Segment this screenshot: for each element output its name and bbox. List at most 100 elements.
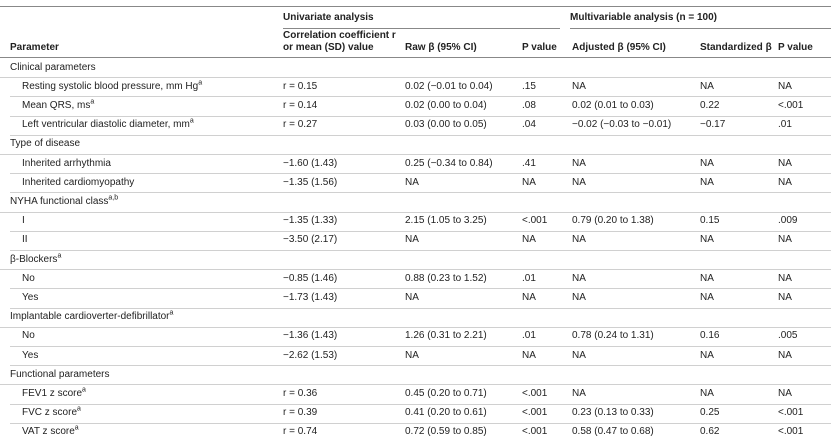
cell: .41 bbox=[522, 157, 536, 169]
row-rule bbox=[0, 269, 831, 271]
cell: .04 bbox=[522, 119, 536, 131]
footnote-mark: a bbox=[77, 405, 81, 413]
label-text: I bbox=[22, 215, 25, 227]
column-header: Correlation coefficient r bbox=[283, 30, 396, 41]
cell: NA bbox=[572, 80, 586, 92]
cell: NA bbox=[572, 272, 586, 284]
cell: NA bbox=[700, 176, 714, 188]
cell: −0.85 (1.46) bbox=[283, 272, 338, 284]
label-text: Left ventricular diastolic diameter, mm bbox=[22, 119, 190, 131]
row-rule bbox=[10, 192, 831, 194]
cell: NA bbox=[572, 176, 586, 188]
column-header: Adjusted β (95% CI) bbox=[572, 42, 666, 53]
footnote-mark: a bbox=[90, 98, 95, 106]
row-rule bbox=[10, 134, 831, 136]
cell: NA bbox=[700, 157, 714, 169]
section-label: Implantable cardioverter-defibrillatora bbox=[10, 310, 173, 323]
row-rule bbox=[10, 422, 831, 424]
cell: NA bbox=[522, 291, 536, 303]
cell: NA bbox=[778, 291, 792, 303]
label-text: Functional parameters bbox=[10, 368, 110, 380]
cell: NA bbox=[700, 80, 714, 92]
cell: 0.02 (−0.01 to 0.04) bbox=[405, 80, 493, 92]
label-text: FVC z score bbox=[22, 407, 78, 419]
cell: .01 bbox=[522, 272, 536, 284]
cell: −1.35 (1.33) bbox=[283, 215, 338, 227]
row-rule bbox=[0, 384, 831, 386]
row-rule bbox=[10, 173, 831, 175]
cell: NA bbox=[572, 387, 586, 399]
row-label: FVC z scorea bbox=[22, 405, 81, 419]
section-label: β-Blockersa bbox=[10, 252, 62, 266]
footnote-mark: a,b bbox=[108, 194, 119, 202]
label-text: FEV1 z score bbox=[22, 387, 83, 399]
footnote-mark: a bbox=[57, 252, 62, 260]
cell: 0.16 bbox=[700, 330, 720, 342]
row-label: No bbox=[22, 273, 35, 285]
cell: 0.15 bbox=[700, 215, 720, 227]
row-rule bbox=[10, 96, 831, 98]
column-header: Standardized β bbox=[700, 42, 772, 53]
cell: 0.41 (0.20 to 0.61) bbox=[405, 407, 487, 419]
label-text: No bbox=[22, 330, 35, 342]
column-header: P value bbox=[778, 42, 813, 53]
column-header: P value bbox=[522, 42, 557, 53]
column-header: Raw β (95% CI) bbox=[405, 42, 477, 53]
cell: .009 bbox=[778, 215, 798, 227]
row-rule bbox=[10, 230, 831, 232]
cell: NA bbox=[572, 234, 586, 246]
row-rule bbox=[0, 326, 831, 328]
cell: r = 0.14 bbox=[283, 99, 318, 111]
label-text: Inherited cardiomyopathy bbox=[22, 176, 135, 188]
cell: −3.50 (2.17) bbox=[283, 234, 338, 246]
row-rule bbox=[10, 365, 831, 367]
cell: NA bbox=[778, 234, 792, 246]
label-text: Yes bbox=[22, 349, 39, 361]
cell: 0.02 (0.00 to 0.04) bbox=[405, 99, 487, 111]
row-label: No bbox=[22, 330, 35, 342]
cell: <.001 bbox=[522, 407, 548, 419]
group-rule bbox=[570, 28, 831, 29]
label-text: II bbox=[22, 234, 28, 246]
cell: 0.72 (0.59 to 0.85) bbox=[405, 426, 487, 438]
cell: −2.62 (1.53) bbox=[283, 349, 338, 361]
cell: NA bbox=[778, 272, 792, 284]
row-label: II bbox=[22, 234, 28, 246]
row-label: Inherited arrhythmia bbox=[22, 158, 111, 170]
cell: NA bbox=[778, 176, 792, 188]
label-text: β-Blockers bbox=[10, 253, 58, 265]
label-text: Yes bbox=[22, 291, 39, 303]
cell: <.001 bbox=[522, 215, 548, 227]
cell: NA bbox=[700, 387, 714, 399]
cell: −1.36 (1.43) bbox=[283, 330, 338, 342]
cell: .15 bbox=[522, 80, 536, 92]
group-header: Multivariable analysis (n = 100) bbox=[570, 12, 718, 23]
row-rule bbox=[10, 403, 831, 405]
group-rule bbox=[283, 28, 560, 29]
cell: 0.78 (0.24 to 1.31) bbox=[572, 330, 654, 342]
row-label: I bbox=[22, 215, 25, 227]
cell: NA bbox=[522, 234, 536, 246]
group-header: Univariate analysis bbox=[283, 12, 374, 23]
label-text: Mean QRS, ms bbox=[22, 99, 91, 111]
cell: NA bbox=[700, 234, 714, 246]
cell: NA bbox=[522, 176, 536, 188]
row-rule bbox=[0, 154, 831, 155]
cell: NA bbox=[778, 157, 792, 169]
cell: .08 bbox=[522, 99, 536, 111]
cell: NA bbox=[405, 349, 419, 361]
cell: 0.45 (0.20 to 0.71) bbox=[405, 387, 487, 399]
row-rule bbox=[10, 250, 831, 251]
cell: 1.26 (0.31 to 2.21) bbox=[405, 330, 487, 342]
cell: NA bbox=[405, 176, 419, 188]
cell: 0.25 (−0.34 to 0.84) bbox=[405, 157, 493, 169]
cell: <.001 bbox=[522, 426, 548, 438]
cell: .01 bbox=[778, 119, 792, 131]
cell: 0.25 bbox=[700, 407, 720, 419]
row-label: Yes bbox=[22, 292, 38, 304]
row-rule bbox=[10, 115, 831, 117]
footnote-mark: a bbox=[189, 117, 194, 125]
row-rule bbox=[0, 77, 831, 79]
row-rule bbox=[10, 346, 831, 347]
